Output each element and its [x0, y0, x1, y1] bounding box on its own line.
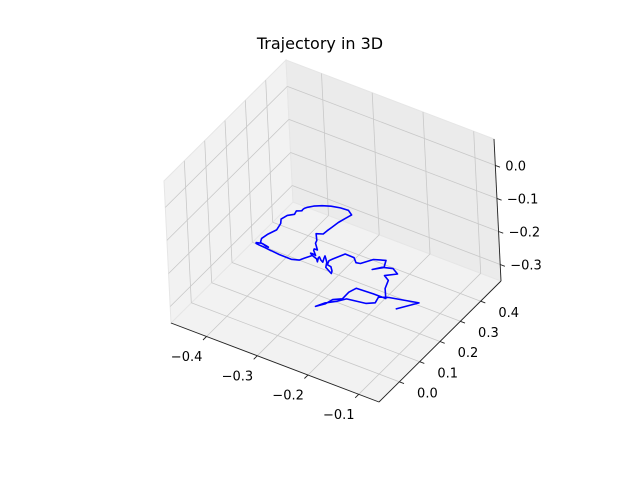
y-tick-label: 0.2: [458, 346, 479, 361]
x-tick-label: −0.3: [222, 370, 254, 385]
axes-ticks: −0.4 −0.3 −0.2 −0.1 0.0 0.10.2 0.3 0.4 0.0 −0.1 −0…: [171, 159, 542, 423]
z-tick-label: −0.1: [507, 192, 539, 207]
y-tick: [399, 381, 405, 385]
x-axis-line: [170, 322, 380, 403]
axes-grid: [165, 73, 501, 395]
z-gridline-back: [292, 185, 501, 265]
z-tick: [498, 231, 504, 234]
z-tick: [496, 197, 502, 201]
y-gridline-left: [265, 80, 274, 223]
chart-title: Trajectory in 3D: [256, 34, 383, 53]
y-tick-label: 0.3: [478, 326, 499, 341]
y-tick-label: 0.0: [417, 387, 438, 402]
z-tick: [495, 164, 501, 168]
x-gridline-back: [371, 92, 380, 235]
y-tick: [419, 361, 425, 364]
z-gridline-left: [169, 185, 293, 307]
x-gridline-back: [321, 73, 329, 216]
z-tick-label: −0.3: [510, 259, 542, 274]
y-tick: [439, 341, 445, 344]
y-gridline-floor: [252, 241, 461, 322]
y-tick-label: 0.4: [498, 306, 519, 321]
y-tick: [460, 320, 466, 324]
y-gridline-left: [183, 160, 192, 303]
z-gridline-left: [168, 152, 291, 274]
z-tick: [500, 264, 506, 267]
z-tick-label: −0.2: [509, 226, 541, 241]
x-tick-label: −0.1: [323, 408, 355, 423]
x-tick-label: −0.4: [171, 350, 203, 365]
z-gridline-back: [287, 86, 496, 166]
y-tick: [480, 300, 486, 304]
y-tick-label: 0.1: [437, 366, 458, 381]
z-tick-label: 0.0: [505, 159, 526, 174]
x-tick: [354, 393, 360, 399]
z-axis-line: [493, 138, 502, 282]
y-gridline-floor: [191, 302, 400, 383]
z-gridline-back: [290, 152, 499, 232]
y-gridline-left: [224, 120, 233, 263]
x-tick: [253, 355, 258, 360]
trajectory-line: [255, 204, 420, 310]
plot-area: [255, 204, 420, 310]
y-gridline-left: [244, 100, 253, 243]
z-gridline-back: [288, 119, 498, 199]
x-tick-label: −0.2: [272, 389, 304, 404]
y-gridline-floor: [211, 282, 420, 363]
y-gridline-floor: [272, 221, 481, 302]
x-gridline-back: [422, 111, 431, 255]
x-tick: [304, 374, 309, 379]
z-gridline-left: [166, 119, 290, 241]
x-tick: [202, 336, 207, 341]
x-gridline-back: [473, 131, 482, 274]
y-gridline-left: [204, 140, 213, 283]
z-gridline-left: [165, 86, 288, 208]
